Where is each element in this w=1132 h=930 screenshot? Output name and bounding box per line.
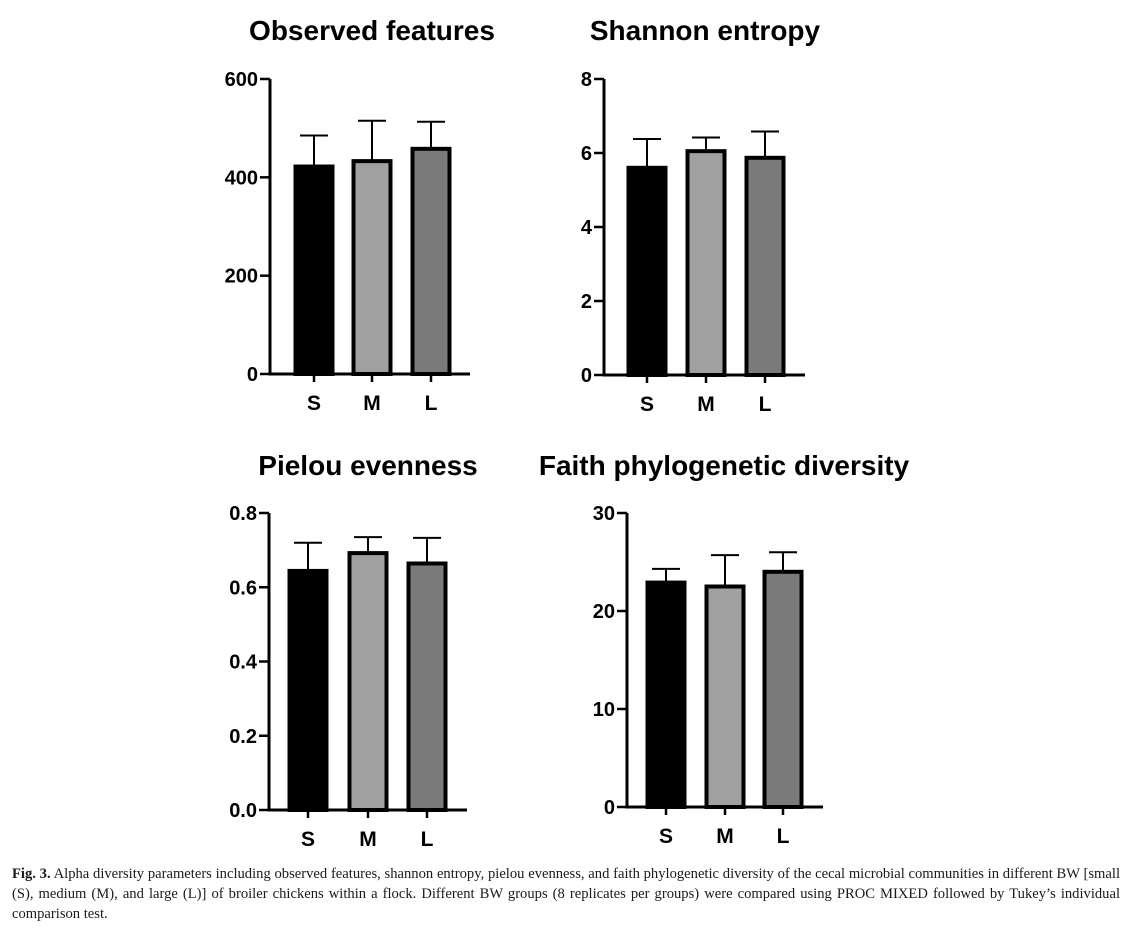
chart-title: Faith phylogenetic diversity — [539, 450, 910, 481]
figure: Observed features S M L 0 200 400 600 Shannon en… — [225, 15, 910, 851]
x-tick-label: S — [307, 392, 321, 415]
bar-L — [406, 561, 448, 812]
y-tick-label: 6 — [581, 143, 592, 165]
bar-S — [645, 580, 687, 810]
caption-label: Fig. 3. — [12, 866, 51, 882]
x-tick-label: S — [659, 825, 673, 848]
x-tick-label: M — [363, 392, 381, 415]
x-tick-label: S — [301, 828, 315, 851]
chart-panel-2: Shannon entropy S M L 0 2 4 6 8 — [581, 15, 821, 416]
x-tick-label: L — [421, 828, 434, 851]
bar-M — [351, 159, 393, 376]
bar-S — [287, 568, 329, 812]
chart-title: Shannon entropy — [590, 15, 821, 46]
y-tick-label: 30 — [593, 503, 615, 525]
bar-M — [704, 584, 746, 809]
bar-M — [347, 551, 389, 812]
bar-L — [762, 569, 804, 809]
y-tick-label: 2 — [581, 291, 592, 313]
bar-L — [744, 155, 786, 377]
x-tick-label: L — [759, 393, 772, 416]
y-tick-label: 0.6 — [229, 577, 257, 599]
y-tick-label: 4 — [581, 217, 593, 239]
chart-panel-3: Pielou evenness S M L 0.0 0.2 0.4 0.6 0.8 — [229, 450, 478, 851]
chart-panel-4: Faith phylogenetic diversity S M L 0 10 20 30 — [539, 450, 910, 848]
y-tick-label: 0 — [247, 364, 258, 386]
x-tick-label: S — [640, 393, 654, 416]
y-tick-label: 400 — [225, 167, 258, 189]
y-tick-label: 0 — [581, 365, 592, 387]
x-tick-label: L — [425, 392, 438, 415]
y-tick-label: 0.4 — [229, 652, 258, 674]
y-tick-label: 600 — [225, 69, 258, 91]
y-tick-label: 0 — [604, 797, 615, 819]
bar-S — [626, 165, 668, 377]
chart-title: Observed features — [249, 15, 495, 46]
chart-panel-1: Observed features S M L 0 200 400 600 — [225, 15, 495, 415]
y-tick-label: 0.8 — [229, 503, 257, 525]
x-tick-label: L — [777, 825, 790, 848]
bar-L — [410, 146, 452, 376]
y-tick-label: 200 — [225, 266, 258, 288]
y-tick-label: 0.0 — [229, 800, 257, 822]
figure-caption: Fig. 3. Alpha diversity parameters inclu… — [12, 864, 1120, 924]
y-tick-label: 20 — [593, 601, 615, 623]
y-tick-label: 8 — [581, 69, 592, 91]
y-tick-label: 10 — [593, 699, 615, 721]
bar-M — [685, 149, 727, 377]
bar-S — [293, 164, 335, 376]
x-tick-label: M — [716, 825, 734, 848]
x-tick-label: M — [359, 828, 377, 851]
chart-title: Pielou evenness — [258, 450, 477, 481]
y-tick-label: 0.2 — [229, 726, 257, 748]
caption-text: Alpha diversity parameters including obs… — [12, 866, 1120, 922]
x-tick-label: M — [697, 393, 715, 416]
